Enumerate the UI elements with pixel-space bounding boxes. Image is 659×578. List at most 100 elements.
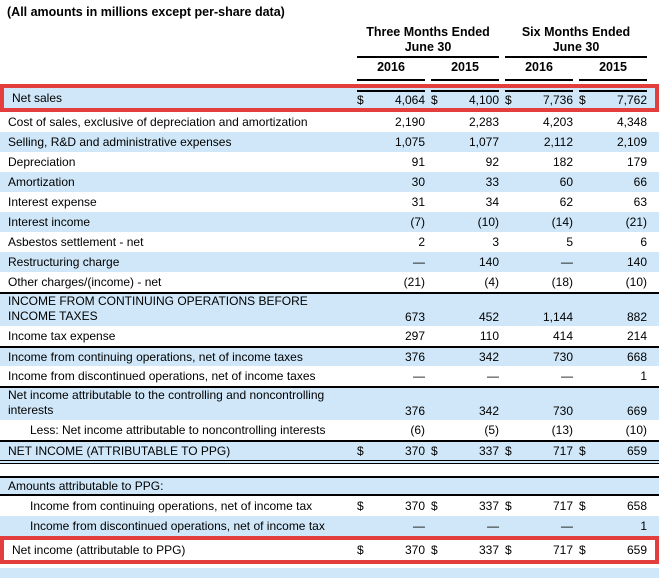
value-cell: (5)	[431, 423, 499, 437]
value-cell: 342	[431, 350, 499, 364]
row-label: Interest expense	[8, 194, 97, 209]
value-cell: $370	[357, 499, 425, 513]
row-label: NET INCOME (ATTRIBUTABLE TO PPG)	[8, 443, 231, 458]
red-annotation-box: Net income (attributable to PPG) $370 $337…	[0, 536, 659, 564]
row-value: —	[413, 255, 425, 269]
row-value: —	[561, 369, 573, 383]
section-gap	[0, 464, 659, 476]
row-value: —	[413, 369, 425, 383]
row-label: Income from discontinued operations, net…	[30, 518, 325, 533]
row-label: Net sales	[12, 90, 63, 105]
row-value: 370	[404, 543, 425, 557]
row-value: 342	[478, 404, 499, 418]
value-cell: 110	[431, 329, 499, 343]
row-value: 2,109	[616, 135, 647, 149]
value-cell: —	[357, 255, 425, 269]
dollar-sign: $	[431, 444, 438, 458]
table-row: INCOME FROM CONTINUING OPERATIONS BEFORE…	[0, 292, 659, 326]
col-group-three-months: Three Months Ended June 30	[357, 22, 499, 58]
value-cell: 2	[357, 235, 425, 249]
value-cell: 33	[431, 175, 499, 189]
row-value: 659	[626, 543, 647, 557]
value-cell: 92	[431, 155, 499, 169]
row-value: 370	[404, 444, 425, 458]
row-value: 3	[492, 235, 499, 249]
value-cell: 730	[505, 404, 573, 418]
col-group-subtitle: June 30	[552, 40, 600, 54]
value-cell: (13)	[505, 423, 573, 437]
row-value: 297	[404, 329, 425, 343]
value-cell: 5	[505, 235, 573, 249]
table-row: Depreciation 91 92 182 179	[0, 152, 659, 172]
value-cell: 140	[579, 255, 647, 269]
table-row: Income from continuing operations, net o…	[0, 496, 659, 516]
value-cell: 1	[579, 519, 647, 533]
value-cell: 6	[579, 235, 647, 249]
row-value: 34	[485, 195, 499, 209]
value-cell: 452	[431, 310, 499, 324]
dollar-sign: $	[357, 92, 364, 107]
row-value: (4)	[484, 275, 499, 289]
row-value: (13)	[551, 423, 573, 437]
row-value: 673	[404, 310, 425, 324]
year-header: 2015	[579, 58, 647, 81]
row-label: Cost of sales, exclusive of depreciation…	[8, 114, 308, 129]
value-cell: 1,077	[431, 135, 499, 149]
row-value: 370	[404, 499, 425, 513]
row-value: 140	[478, 255, 499, 269]
row-value: 337	[478, 444, 499, 458]
value-cell: (7)	[357, 215, 425, 229]
row-value: 730	[552, 350, 573, 364]
row-value: 4,203	[542, 115, 573, 129]
row-value: —	[413, 519, 425, 533]
value-cell: $659	[579, 543, 647, 557]
table-row: NET INCOME (ATTRIBUTABLE TO PPG) $370 $337…	[0, 440, 659, 464]
value-cell: $370	[357, 444, 425, 458]
value-cell: (10)	[431, 215, 499, 229]
year-header: 2016	[505, 58, 573, 81]
row-label: Net income attributable to the controlli…	[8, 388, 325, 417]
statement-title: (All amounts in millions except per-shar…	[7, 5, 285, 19]
row-value: 658	[626, 499, 647, 513]
row-value: 342	[478, 350, 499, 364]
row-value: —	[561, 255, 573, 269]
row-value: 452	[478, 310, 499, 324]
dollar-sign: $	[505, 543, 512, 557]
dollar-sign: $	[431, 92, 438, 107]
value-cell: 30	[357, 175, 425, 189]
row-value: 659	[626, 444, 647, 458]
value-cell: 1,075	[357, 135, 425, 149]
value-cell: $717	[505, 444, 573, 458]
row-value: —	[487, 369, 499, 383]
row-value: 179	[626, 155, 647, 169]
row-value: 6	[640, 235, 647, 249]
row-value: 91	[411, 155, 425, 169]
row-value: 376	[404, 350, 425, 364]
value-cell: 882	[579, 310, 647, 324]
value-cell: 2,190	[357, 115, 425, 129]
value-cell: $717	[505, 499, 573, 513]
year-header: 2016	[357, 58, 425, 81]
dollar-sign: $	[579, 444, 586, 458]
row-value: 1,075	[394, 135, 425, 149]
row-value: 63	[633, 195, 647, 209]
value-cell: (6)	[357, 423, 425, 437]
row-value: 214	[626, 329, 647, 343]
row-value: 182	[552, 155, 573, 169]
value-cell: (14)	[505, 215, 573, 229]
row-value: 717	[552, 543, 573, 557]
row-value: 31	[411, 195, 425, 209]
dollar-sign: $	[505, 444, 512, 458]
value-cell: $337	[431, 499, 499, 513]
row-value: 882	[626, 310, 647, 324]
value-cell: $337	[431, 444, 499, 458]
value-cell: (10)	[579, 423, 647, 437]
row-label: Income from continuing operations, net o…	[8, 349, 303, 364]
value-cell: 2,109	[579, 135, 647, 149]
value-cell: 4,348	[579, 115, 647, 129]
table-row: Other charges/(income) - net (21) (4) (18) (…	[0, 272, 659, 292]
value-cell: 62	[505, 195, 573, 209]
value-cell: (10)	[579, 275, 647, 289]
value-cell: 2,112	[505, 135, 573, 149]
row-value: (7)	[410, 215, 425, 229]
